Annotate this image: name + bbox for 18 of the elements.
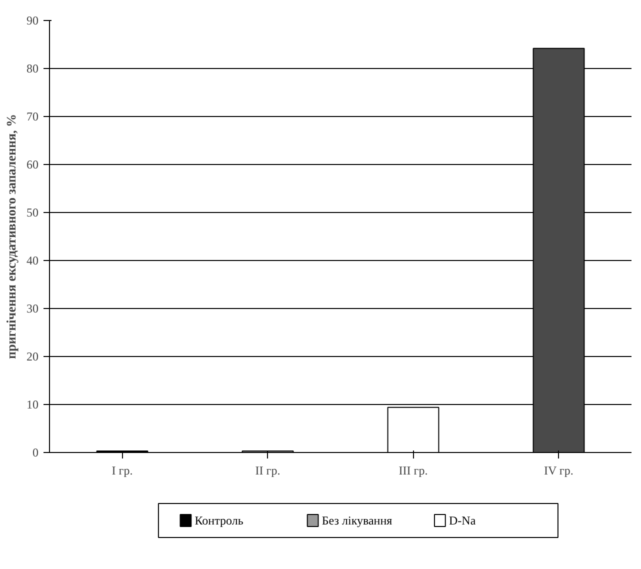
legend-label: D-Na xyxy=(449,514,476,528)
legend-label: Контроль xyxy=(194,514,244,528)
y-tick-label: 90 xyxy=(26,14,38,28)
x-tick-label: II гр. xyxy=(255,464,280,478)
y-tick-label: 10 xyxy=(26,398,38,412)
x-tick-label: I гр. xyxy=(112,464,133,478)
legend-label: Без лікування xyxy=(322,514,393,528)
y-tick-label: 60 xyxy=(26,158,38,172)
x-tick-label: III гр. xyxy=(398,464,428,478)
y-axis-title: пригнічення ексудативного запалення, % xyxy=(4,114,18,359)
y-tick-label: 50 xyxy=(26,206,38,220)
y-tick-label: 70 xyxy=(26,110,38,124)
y-tick-label: 80 xyxy=(26,62,38,76)
x-tick-label: IV гр. xyxy=(544,464,574,478)
y-tick-label: 20 xyxy=(26,350,38,364)
y-tick-label: 40 xyxy=(26,254,38,268)
y-tick-label: 0 xyxy=(32,446,38,460)
y-tick-label: 30 xyxy=(26,302,38,316)
